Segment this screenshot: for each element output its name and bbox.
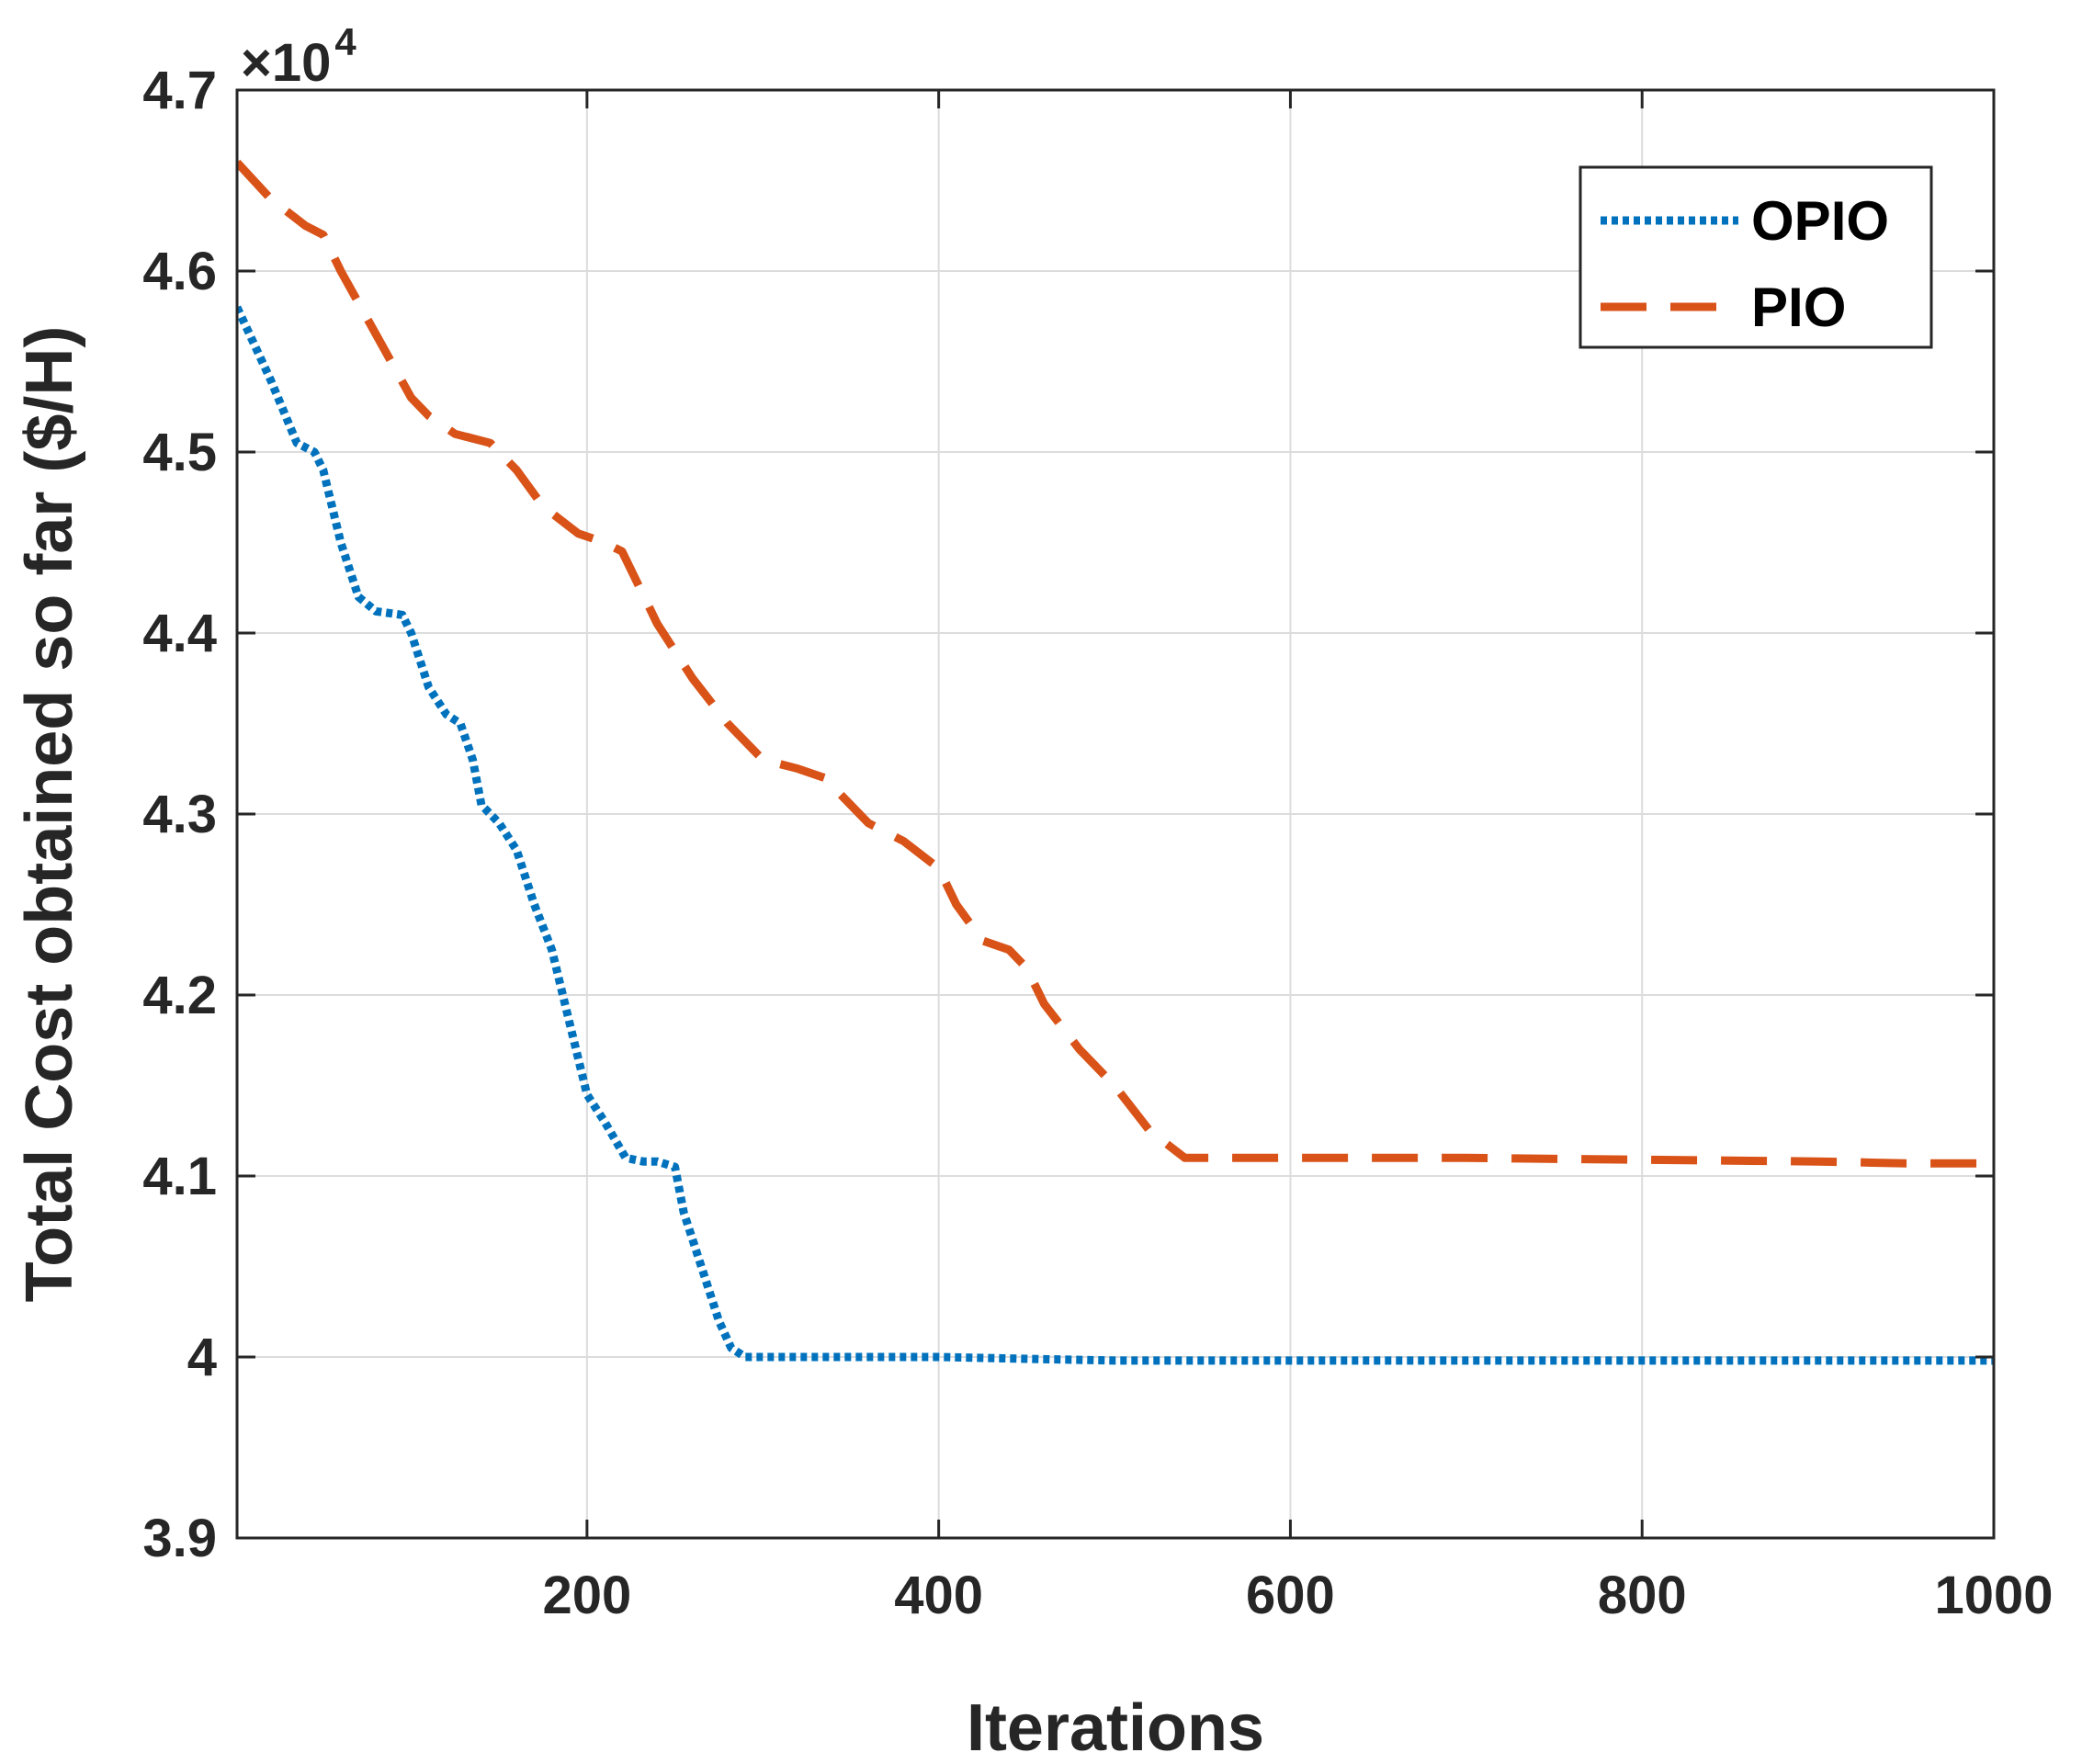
y-axis-label: Total Cost obtained so far ($/H): [13, 326, 86, 1303]
legend-label-opio: OPIO: [1751, 190, 1889, 252]
legend-box: [1578, 165, 1933, 349]
x-tick-label: 200: [542, 1566, 631, 1625]
y-tick-label: 4.1: [142, 1147, 217, 1206]
series-line-opio: [237, 305, 1994, 1365]
x-tick-label: 1000: [1934, 1566, 2053, 1625]
y-tick-label: 4: [187, 1328, 217, 1387]
y-tick-label: 4.5: [142, 423, 217, 482]
x-tick-label: 600: [1246, 1566, 1335, 1625]
y-tick-label: 4.3: [142, 785, 217, 844]
tick-labels: 200 400 600 800 1000 3.9 4 4.1 4.2 4.3 4.4 4.5 4.6 4.…: [142, 61, 2053, 1625]
y-tick-label: 4.4: [142, 604, 217, 663]
x-tick-label: 400: [894, 1566, 983, 1625]
legend-label-pio: PIO: [1751, 277, 1846, 338]
y-multiplier-exponent: 4: [334, 20, 356, 63]
legend: OPIO PIO: [1578, 165, 1933, 349]
y-tick-label: 4.6: [142, 242, 217, 301]
x-axis-label: Iterations: [967, 1691, 1264, 1764]
y-tick-label: 3.9: [142, 1509, 217, 1568]
axis-ticks: [237, 88, 1996, 1540]
series-layer: [237, 159, 1994, 1365]
y-tick-label: 4.7: [142, 61, 217, 120]
y-multiplier-base: ×10: [241, 33, 331, 93]
x-tick-label: 800: [1598, 1566, 1687, 1625]
series-line-pio: [237, 159, 1994, 1168]
y-tick-label: 4.2: [142, 966, 217, 1025]
